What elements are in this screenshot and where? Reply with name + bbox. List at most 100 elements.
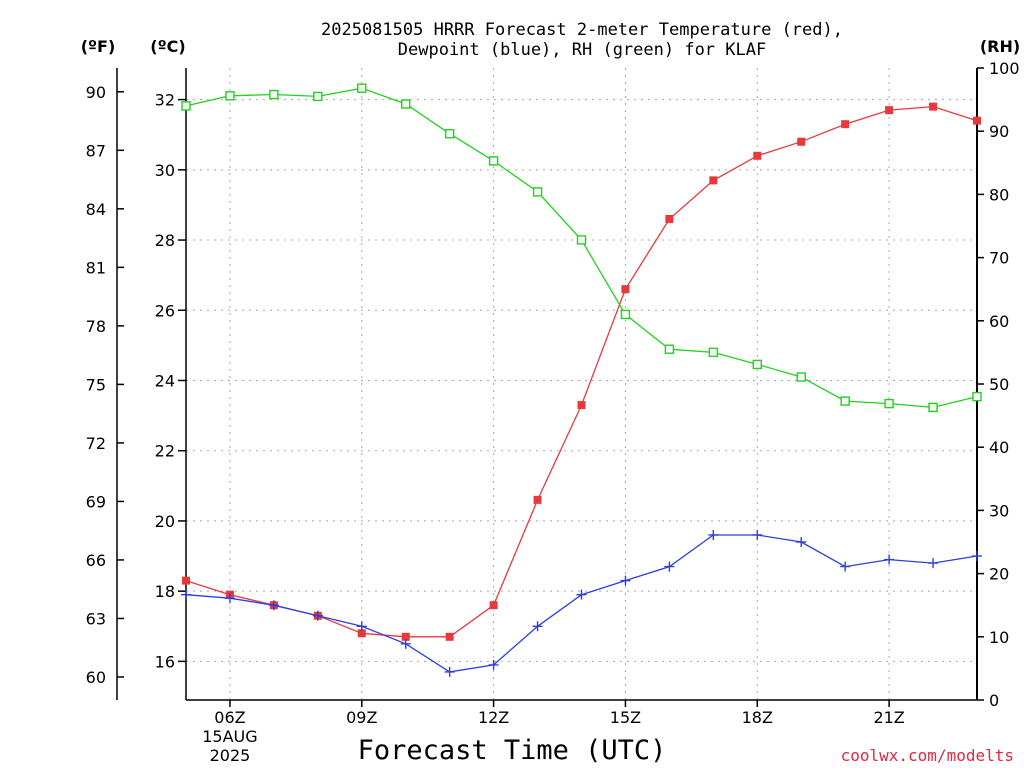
rh-point (928, 402, 938, 413)
chart-title-line1: 2025081505 HRRR Forecast 2-meter Tempera… (321, 20, 843, 40)
dewpoint-point (620, 575, 631, 586)
x-year-label: 2025 (210, 746, 251, 765)
celsius-tick-label: 30 (155, 161, 175, 180)
temperature-point (797, 137, 806, 146)
x-tick-label: 06Z (214, 708, 245, 727)
temperature-point (401, 632, 410, 641)
rh-point (972, 391, 982, 402)
dewpoint-point (972, 551, 982, 562)
rh-tick-label: 80 (989, 185, 1009, 204)
rh-point (796, 372, 806, 382)
rh-point (884, 398, 894, 409)
rh-tick-label: 90 (989, 122, 1009, 141)
temperature-point (489, 601, 498, 610)
temperature-point (973, 116, 981, 125)
temperature-point (929, 102, 938, 111)
rh-point (181, 101, 191, 111)
fahrenheit-tick-label: 72 (86, 434, 106, 453)
rh-point (401, 99, 411, 109)
fahrenheit-tick-label: 78 (86, 317, 106, 336)
fahrenheit-tick-label: 63 (86, 609, 106, 628)
temperature-point (182, 576, 190, 585)
dewpoint-point (400, 638, 411, 649)
dewpoint-series-line (185, 534, 978, 673)
temperature-point (753, 151, 762, 160)
rh-tick-label: 100 (989, 59, 1020, 78)
axes: 16 18 20 22 24 26 28 30 32 60 63 66 69 72 75 78 81 84 87 90… (86, 59, 1020, 765)
temperature-point (665, 214, 674, 223)
celsius-tick-label: 22 (155, 442, 175, 461)
rh-tick-label: 40 (989, 438, 1009, 457)
dewpoint-point (224, 593, 235, 604)
fahrenheit-tick-label: 81 (86, 258, 106, 277)
dewpoint-point (664, 561, 675, 572)
celsius-tick-label: 16 (155, 652, 175, 671)
celsius-tick-label: 32 (155, 91, 175, 110)
temperature-point (445, 632, 454, 641)
rh-point (664, 344, 675, 354)
rh-point (708, 347, 719, 358)
temperature-point (357, 629, 366, 638)
dewpoint-point (312, 610, 323, 621)
dewpoint-point (488, 659, 499, 670)
dewpoint-point (576, 589, 587, 600)
x-tick-label: 21Z (873, 708, 904, 727)
x-tick-label: 12Z (478, 708, 509, 727)
rh-point (488, 156, 499, 166)
celsius-tick-label: 18 (155, 582, 175, 601)
fahrenheit-tick-label: 66 (86, 551, 106, 570)
fahrenheit-tick-label: 84 (86, 200, 106, 219)
grid-lines (186, 68, 977, 700)
temperature-series-line (185, 105, 978, 638)
rh-tick-label: 70 (989, 249, 1009, 268)
temperature-point (621, 285, 630, 294)
celsius-tick-label: 26 (155, 301, 175, 320)
x-date-label: 15AUG (202, 727, 257, 746)
chart-title-line2: Dewpoint (blue), RH (green) for KLAF (398, 40, 766, 60)
x-axis-label: Forecast Time (UTC) (358, 735, 667, 766)
fahrenheit-tick-label: 69 (86, 492, 106, 511)
fahrenheit-tick-label: 87 (86, 141, 106, 160)
dewpoint-point (840, 561, 851, 572)
temperature-point (841, 120, 850, 129)
series (181, 83, 982, 677)
fahrenheit-tick-label: 90 (86, 83, 106, 102)
dewpoint-point (928, 558, 939, 569)
rh-tick-label: 60 (989, 312, 1009, 331)
fahrenheit-tick-label: 75 (86, 375, 106, 394)
rh-point (620, 309, 631, 320)
dewpoint-point (796, 537, 807, 547)
rh-tick-label: 0 (989, 691, 999, 710)
rh-point (313, 91, 323, 102)
site-credit: coolwx.com/modelts (841, 746, 1014, 765)
temperature-point (885, 106, 894, 115)
fahrenheit-unit-label: (ºF) (81, 37, 116, 56)
rh-point (532, 187, 543, 197)
x-tick-label: 18Z (742, 708, 773, 727)
temperature-point (533, 495, 542, 504)
rh-point (357, 83, 367, 93)
rh-tick-label: 10 (989, 628, 1009, 647)
celsius-unit-label: (ºC) (150, 37, 185, 56)
dewpoint-point (884, 554, 895, 565)
rh-point (225, 91, 235, 101)
dewpoint-point (708, 529, 719, 540)
temperature-point (709, 176, 718, 185)
dewpoint-point (444, 666, 455, 677)
rh-point (444, 129, 455, 139)
celsius-tick-label: 28 (155, 231, 175, 250)
rh-tick-label: 20 (989, 565, 1009, 584)
dewpoint-point (268, 600, 279, 611)
dewpoint-point (752, 529, 763, 540)
dewpoint-point (181, 589, 191, 600)
dewpoint-point (356, 621, 367, 632)
temperature-point (577, 401, 586, 410)
rh-point (269, 89, 279, 100)
rh-tick-label: 50 (989, 375, 1009, 394)
rh-tick-label: 30 (989, 501, 1009, 520)
fahrenheit-tick-label: 60 (86, 668, 106, 687)
rh-point (752, 359, 762, 370)
x-tick-label: 09Z (346, 708, 377, 727)
rh-point (840, 396, 850, 406)
